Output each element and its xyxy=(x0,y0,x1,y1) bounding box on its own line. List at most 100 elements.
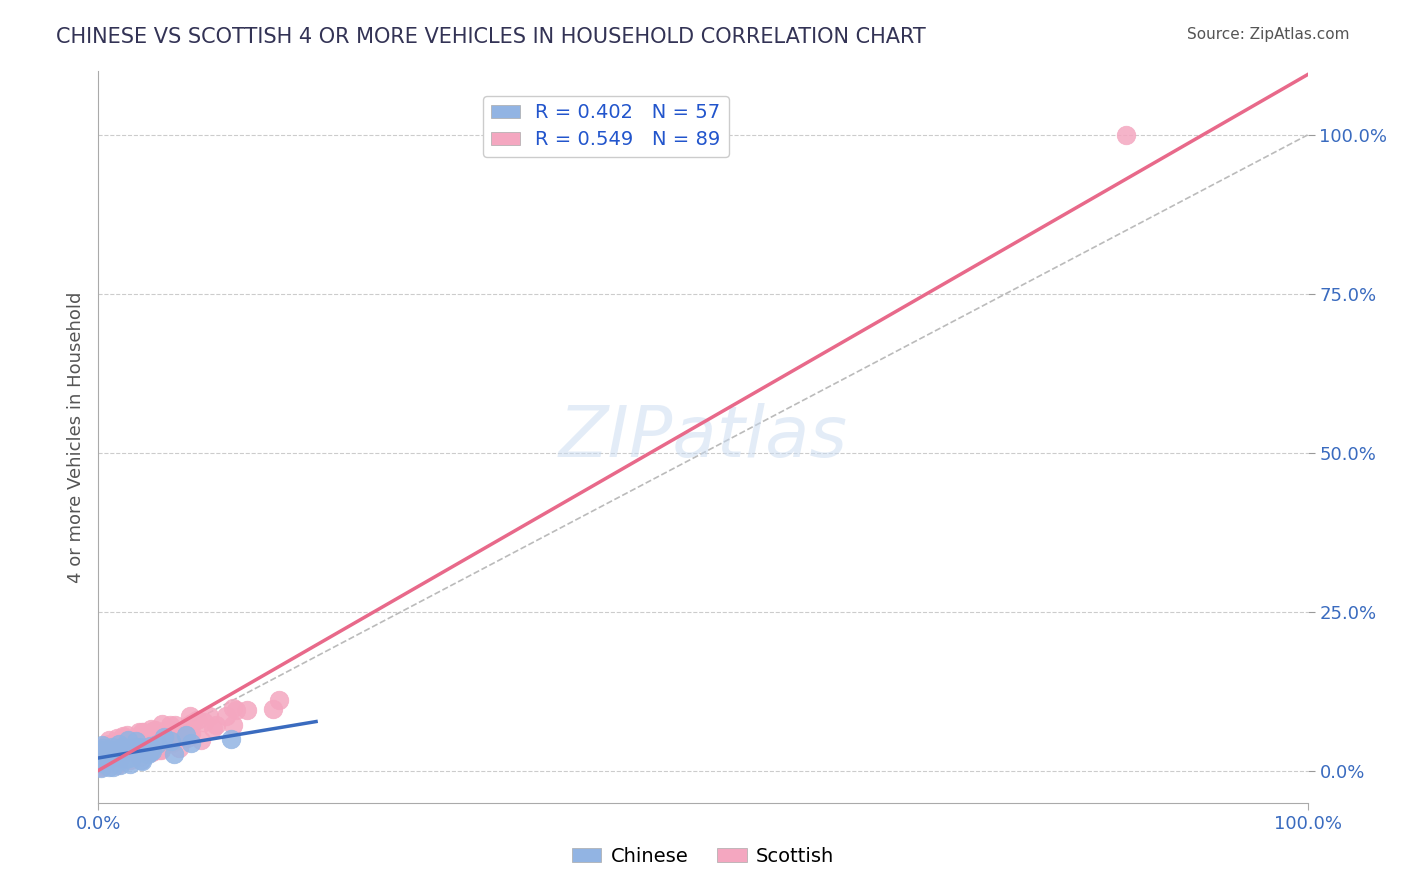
Point xyxy=(221,718,243,732)
Point xyxy=(262,702,284,716)
Point xyxy=(167,740,190,755)
Point xyxy=(117,751,139,765)
Point xyxy=(150,717,173,731)
Point xyxy=(159,718,181,732)
Text: Source: ZipAtlas.com: Source: ZipAtlas.com xyxy=(1187,27,1350,42)
Point xyxy=(108,758,131,772)
Point xyxy=(121,733,143,747)
Point xyxy=(91,739,114,753)
Point xyxy=(110,737,132,751)
Point xyxy=(107,747,129,761)
Point xyxy=(131,738,153,752)
Point xyxy=(94,738,117,752)
Point xyxy=(124,732,146,747)
Text: CHINESE VS SCOTTISH 4 OR MORE VEHICLES IN HOUSEHOLD CORRELATION CHART: CHINESE VS SCOTTISH 4 OR MORE VEHICLES I… xyxy=(56,27,927,46)
Point xyxy=(176,731,198,745)
Point xyxy=(180,716,202,731)
Point xyxy=(93,747,115,762)
Point xyxy=(136,744,159,758)
Point xyxy=(136,736,159,750)
Point xyxy=(153,739,176,753)
Point xyxy=(90,740,112,755)
Point xyxy=(165,718,187,732)
Point xyxy=(93,756,115,770)
Point xyxy=(91,756,114,770)
Point xyxy=(159,734,181,748)
Point xyxy=(122,748,145,763)
Point xyxy=(98,749,121,764)
Point xyxy=(132,743,155,757)
Point xyxy=(141,722,163,736)
Point xyxy=(115,750,138,764)
Point xyxy=(105,742,128,756)
Point xyxy=(136,747,159,762)
Point xyxy=(219,731,242,746)
Point xyxy=(115,750,138,764)
Point xyxy=(90,749,112,764)
Point xyxy=(105,758,128,772)
Point xyxy=(107,739,129,753)
Point xyxy=(179,718,201,732)
Point xyxy=(104,745,127,759)
Point xyxy=(105,747,128,761)
Point xyxy=(98,743,121,757)
Point xyxy=(177,725,200,739)
Point xyxy=(215,709,238,723)
Point xyxy=(222,701,245,715)
Point xyxy=(93,759,115,773)
Point xyxy=(110,745,132,759)
Point xyxy=(129,753,152,767)
Point xyxy=(205,718,228,732)
Point xyxy=(159,734,181,748)
Point xyxy=(162,734,184,748)
Point xyxy=(90,756,112,770)
Point xyxy=(186,713,208,727)
Point xyxy=(103,760,125,774)
Point xyxy=(156,723,179,738)
Point xyxy=(94,748,117,763)
Point xyxy=(172,729,194,743)
Point xyxy=(90,755,112,769)
Point xyxy=(143,723,166,737)
Point xyxy=(190,733,212,747)
Point xyxy=(100,738,122,752)
Point xyxy=(98,760,121,774)
Point xyxy=(110,745,132,759)
Point xyxy=(104,748,127,763)
Point xyxy=(118,751,141,765)
Point xyxy=(98,750,121,764)
Point xyxy=(118,734,141,748)
Point xyxy=(1115,128,1137,142)
Point xyxy=(141,745,163,759)
Point xyxy=(146,736,169,750)
Point xyxy=(89,742,111,756)
Point xyxy=(139,739,162,753)
Point xyxy=(94,747,117,762)
Point xyxy=(180,736,202,750)
Point xyxy=(150,743,173,757)
Point xyxy=(163,747,186,761)
Point xyxy=(111,747,134,762)
Point xyxy=(146,734,169,748)
Point xyxy=(138,742,160,756)
Point xyxy=(90,760,112,774)
Point xyxy=(98,738,121,752)
Point xyxy=(152,726,174,740)
Point xyxy=(108,739,131,753)
Point xyxy=(160,723,183,738)
Point xyxy=(90,761,112,775)
Y-axis label: 4 or more Vehicles in Household: 4 or more Vehicles in Household xyxy=(66,292,84,582)
Legend: R = 0.402   N = 57, R = 0.549   N = 89: R = 0.402 N = 57, R = 0.549 N = 89 xyxy=(484,95,728,157)
Point xyxy=(180,726,202,740)
Point xyxy=(125,743,148,757)
Point xyxy=(100,739,122,754)
Point xyxy=(269,693,291,707)
Point xyxy=(111,742,134,756)
Point xyxy=(111,739,134,754)
Text: ZIPatlas: ZIPatlas xyxy=(558,402,848,472)
Point xyxy=(129,739,152,754)
Point xyxy=(125,733,148,747)
Point xyxy=(115,741,138,756)
Point xyxy=(105,747,128,762)
Point xyxy=(131,725,153,739)
